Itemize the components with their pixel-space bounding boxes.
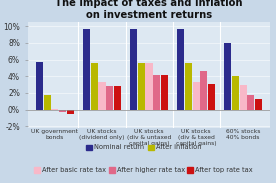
Bar [59, 110, 66, 112]
Bar [91, 63, 98, 110]
Bar [83, 29, 90, 110]
Bar [98, 82, 105, 110]
Bar [36, 62, 43, 110]
Bar [44, 95, 51, 110]
Bar [200, 71, 208, 110]
Bar [106, 86, 113, 110]
Bar [224, 43, 231, 110]
Bar [130, 29, 137, 110]
Bar [67, 110, 74, 114]
Bar [232, 76, 239, 110]
Legend: Nominal return, After inflation: Nominal return, After inflation [83, 142, 204, 153]
Bar [51, 109, 59, 110]
Bar [145, 63, 153, 110]
Bar [247, 95, 254, 110]
Bar [114, 86, 121, 110]
Legend: After basic rate tax, After higher rate tax, After top rate tax: After basic rate tax, After higher rate … [31, 165, 256, 176]
Bar [161, 75, 168, 110]
Title: The impact of taxes and inflation
on investment returns: The impact of taxes and inflation on inv… [55, 0, 243, 20]
Bar [193, 82, 200, 110]
Bar [240, 85, 247, 110]
Bar [177, 29, 184, 110]
Bar [153, 75, 160, 110]
Bar [208, 84, 215, 110]
Bar [185, 63, 192, 110]
Bar [255, 99, 262, 110]
Bar [138, 63, 145, 110]
